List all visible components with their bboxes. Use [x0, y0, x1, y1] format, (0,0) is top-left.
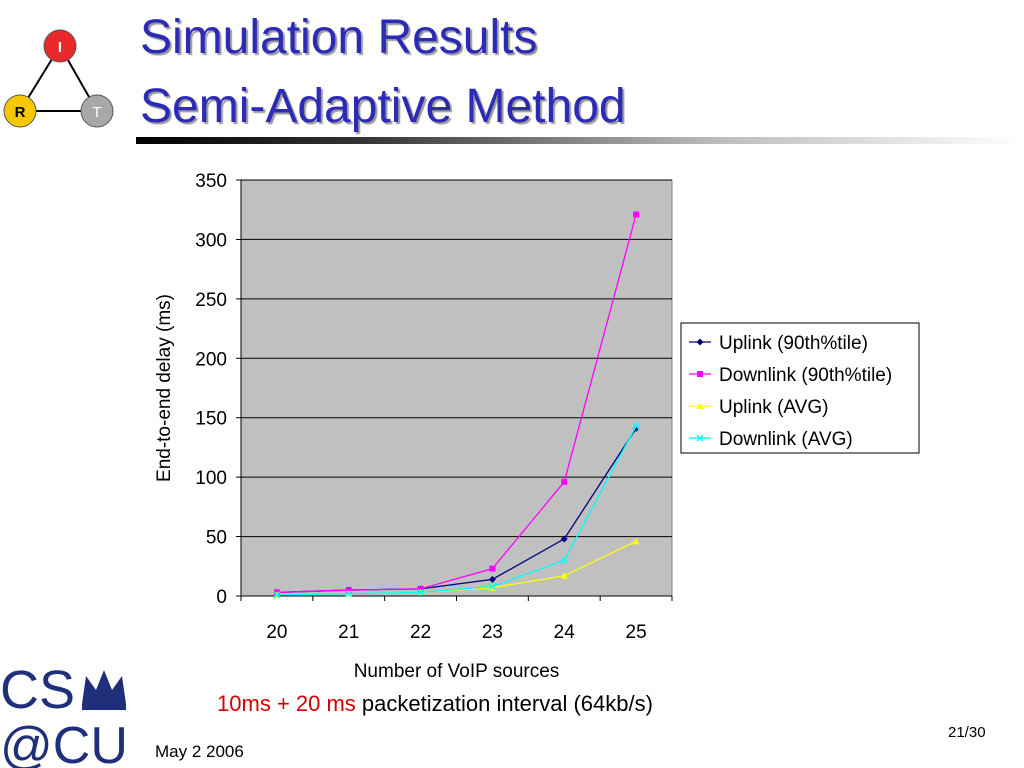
x-tick-label: 21	[338, 622, 359, 643]
plot-area	[240, 179, 673, 597]
series-0-point	[488, 575, 496, 583]
slide-date: May 2 2006	[155, 742, 244, 761]
y-tick-label: 200	[195, 349, 227, 370]
legend-label-1: Downlink (90th%tile)	[719, 365, 892, 386]
series-1-point	[417, 585, 424, 592]
x-tick-label: 20	[266, 622, 287, 643]
y-tick-label: 100	[195, 468, 227, 489]
legend-marker-2	[696, 402, 704, 409]
y-tick-label: 300	[195, 230, 227, 251]
x-tick-label: 25	[626, 622, 647, 643]
series-1-point	[489, 565, 496, 572]
title-underline	[136, 137, 1024, 144]
legend	[680, 322, 920, 454]
logo-node-t: T	[80, 94, 114, 128]
caption-highlight: 10ms + 20 ms	[217, 691, 356, 716]
logo-node-r: R	[3, 94, 37, 128]
series-2-point	[560, 572, 568, 579]
x-axis-title: Number of VoIP sources	[354, 661, 560, 682]
legend-marker-3	[696, 434, 704, 442]
series-line-1	[276, 214, 637, 594]
caption-rest: packetization interval (64kb/s)	[355, 691, 653, 716]
series-3-point	[488, 582, 496, 591]
svg-text:@CU: @CU	[0, 717, 128, 768]
legend-label-3: Downlink (AVG)	[719, 429, 853, 450]
x-tick-label: 24	[554, 622, 576, 643]
svg-text:I: I	[58, 39, 62, 56]
legend-marker-0	[696, 338, 704, 346]
y-tick-label: 350	[195, 171, 227, 192]
y-tick-label: 0	[216, 587, 227, 608]
page-number: 21/30	[948, 724, 986, 741]
slide-title-line2: Semi-Adaptive Method	[140, 80, 626, 133]
series-line-3	[276, 425, 637, 596]
y-tick-label: 150	[195, 409, 227, 430]
crown-icon	[82, 670, 126, 710]
chart-caption: 10ms + 20 ms packetization interval (64k…	[0, 691, 870, 717]
series-1-point	[633, 211, 640, 218]
series-3-point	[417, 588, 425, 596]
legend-marker-1	[697, 371, 703, 377]
series-1-point	[345, 587, 352, 594]
svg-text:CS: CS	[0, 660, 75, 720]
triangle-logo: I R T	[3, 29, 114, 128]
legend-label-2: Uplink (AVG)	[719, 397, 828, 418]
x-tick-label: 22	[410, 622, 431, 643]
series-3-point	[560, 556, 568, 564]
legend-label-0: Uplink (90th%tile)	[719, 333, 868, 354]
series-3-point	[345, 590, 353, 598]
series-3-point	[273, 591, 281, 599]
y-axis-title: End-to-end delay (ms)	[154, 294, 175, 482]
line-chart: 0 50 100 150 200 250 300 350 20 21 22 23 24 25 Number …	[154, 171, 920, 682]
series-0-point	[560, 535, 568, 543]
series-1-point	[561, 478, 568, 485]
slide-title-line1: Simulation Results	[140, 11, 538, 64]
svg-text:T: T	[92, 104, 101, 121]
cs-at-cu-logo: CS @CU	[0, 660, 128, 768]
logo-node-i: I	[43, 29, 77, 63]
series-3-point	[632, 422, 640, 430]
y-tick-label: 250	[195, 290, 227, 311]
svg-text:R: R	[15, 104, 26, 121]
x-tick-label: 23	[482, 622, 503, 643]
y-tick-label: 50	[206, 528, 227, 549]
series-2-point	[632, 537, 640, 545]
